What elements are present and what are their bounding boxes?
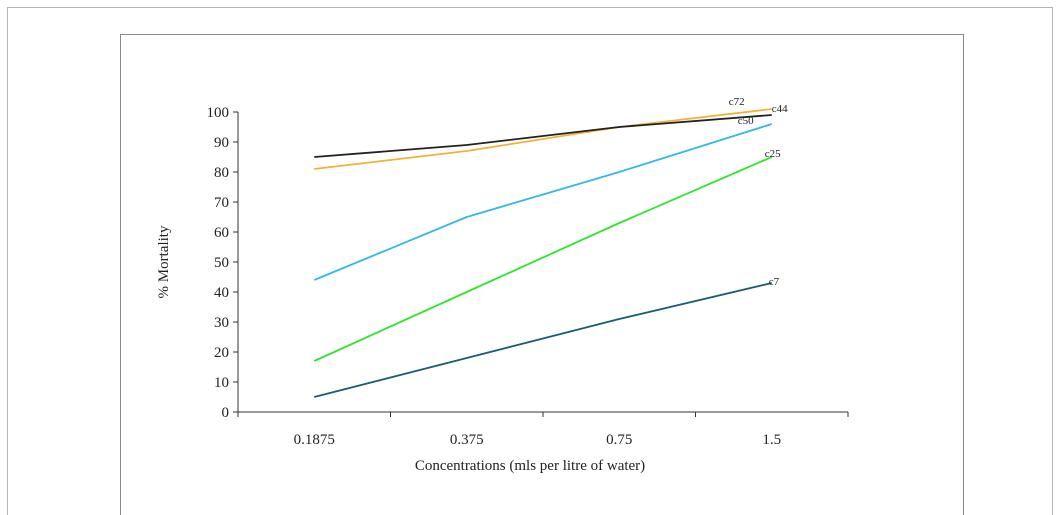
page-frame	[7, 7, 1053, 515]
y-tick-label: 40	[214, 285, 229, 301]
series-label-c25: c25	[765, 148, 781, 160]
series-label-c72: c72	[729, 96, 745, 108]
y-tick-label: 70	[214, 195, 229, 211]
series-line-c7	[314, 282, 772, 398]
y-tick-label: 100	[207, 105, 230, 121]
y-tick-label: 90	[214, 135, 229, 151]
y-tick-label: 30	[214, 315, 229, 331]
y-axis-title: % Mortality	[156, 225, 172, 298]
chart-panel: 0 10 20 30 40 50 60 70 80 90 100 0.1875 0.375 0.75 1.…	[120, 34, 964, 515]
x-tick-label: 0.375	[450, 432, 484, 448]
y-tick-label: 0	[222, 405, 230, 421]
series-line-c50	[313, 123, 773, 281]
series-label-c7: c7	[769, 276, 780, 288]
series-line-c25	[313, 156, 773, 362]
y-tick-label: 60	[214, 225, 229, 241]
y-tick-label: 20	[214, 345, 229, 361]
x-axis-title: Concentrations (mls per litre of water)	[415, 458, 645, 474]
series-labels: c72 c44 c50 c25 c7	[729, 96, 788, 288]
y-tick-label: 80	[214, 165, 229, 181]
x-axis: 0.1875 0.375 0.75 1.5	[237, 411, 849, 448]
x-tick-label: 0.75	[606, 432, 632, 448]
y-axis: 0 10 20 30 40 50 60 70 80 90 100	[207, 105, 239, 421]
series-line-c72	[314, 108, 772, 170]
series-lines	[313, 108, 773, 398]
y-tick-label: 10	[214, 375, 229, 391]
x-tick-label: 0.1875	[294, 432, 335, 448]
series-label-c44: c44	[772, 103, 788, 115]
line-chart: 0 10 20 30 40 50 60 70 80 90 100 0.1875 0.375 0.75 1.…	[156, 96, 849, 474]
series-line-c44	[314, 114, 772, 158]
series-label-c50: c50	[738, 115, 754, 127]
x-tick-label: 1.5	[762, 432, 781, 448]
y-tick-label: 50	[214, 255, 229, 271]
